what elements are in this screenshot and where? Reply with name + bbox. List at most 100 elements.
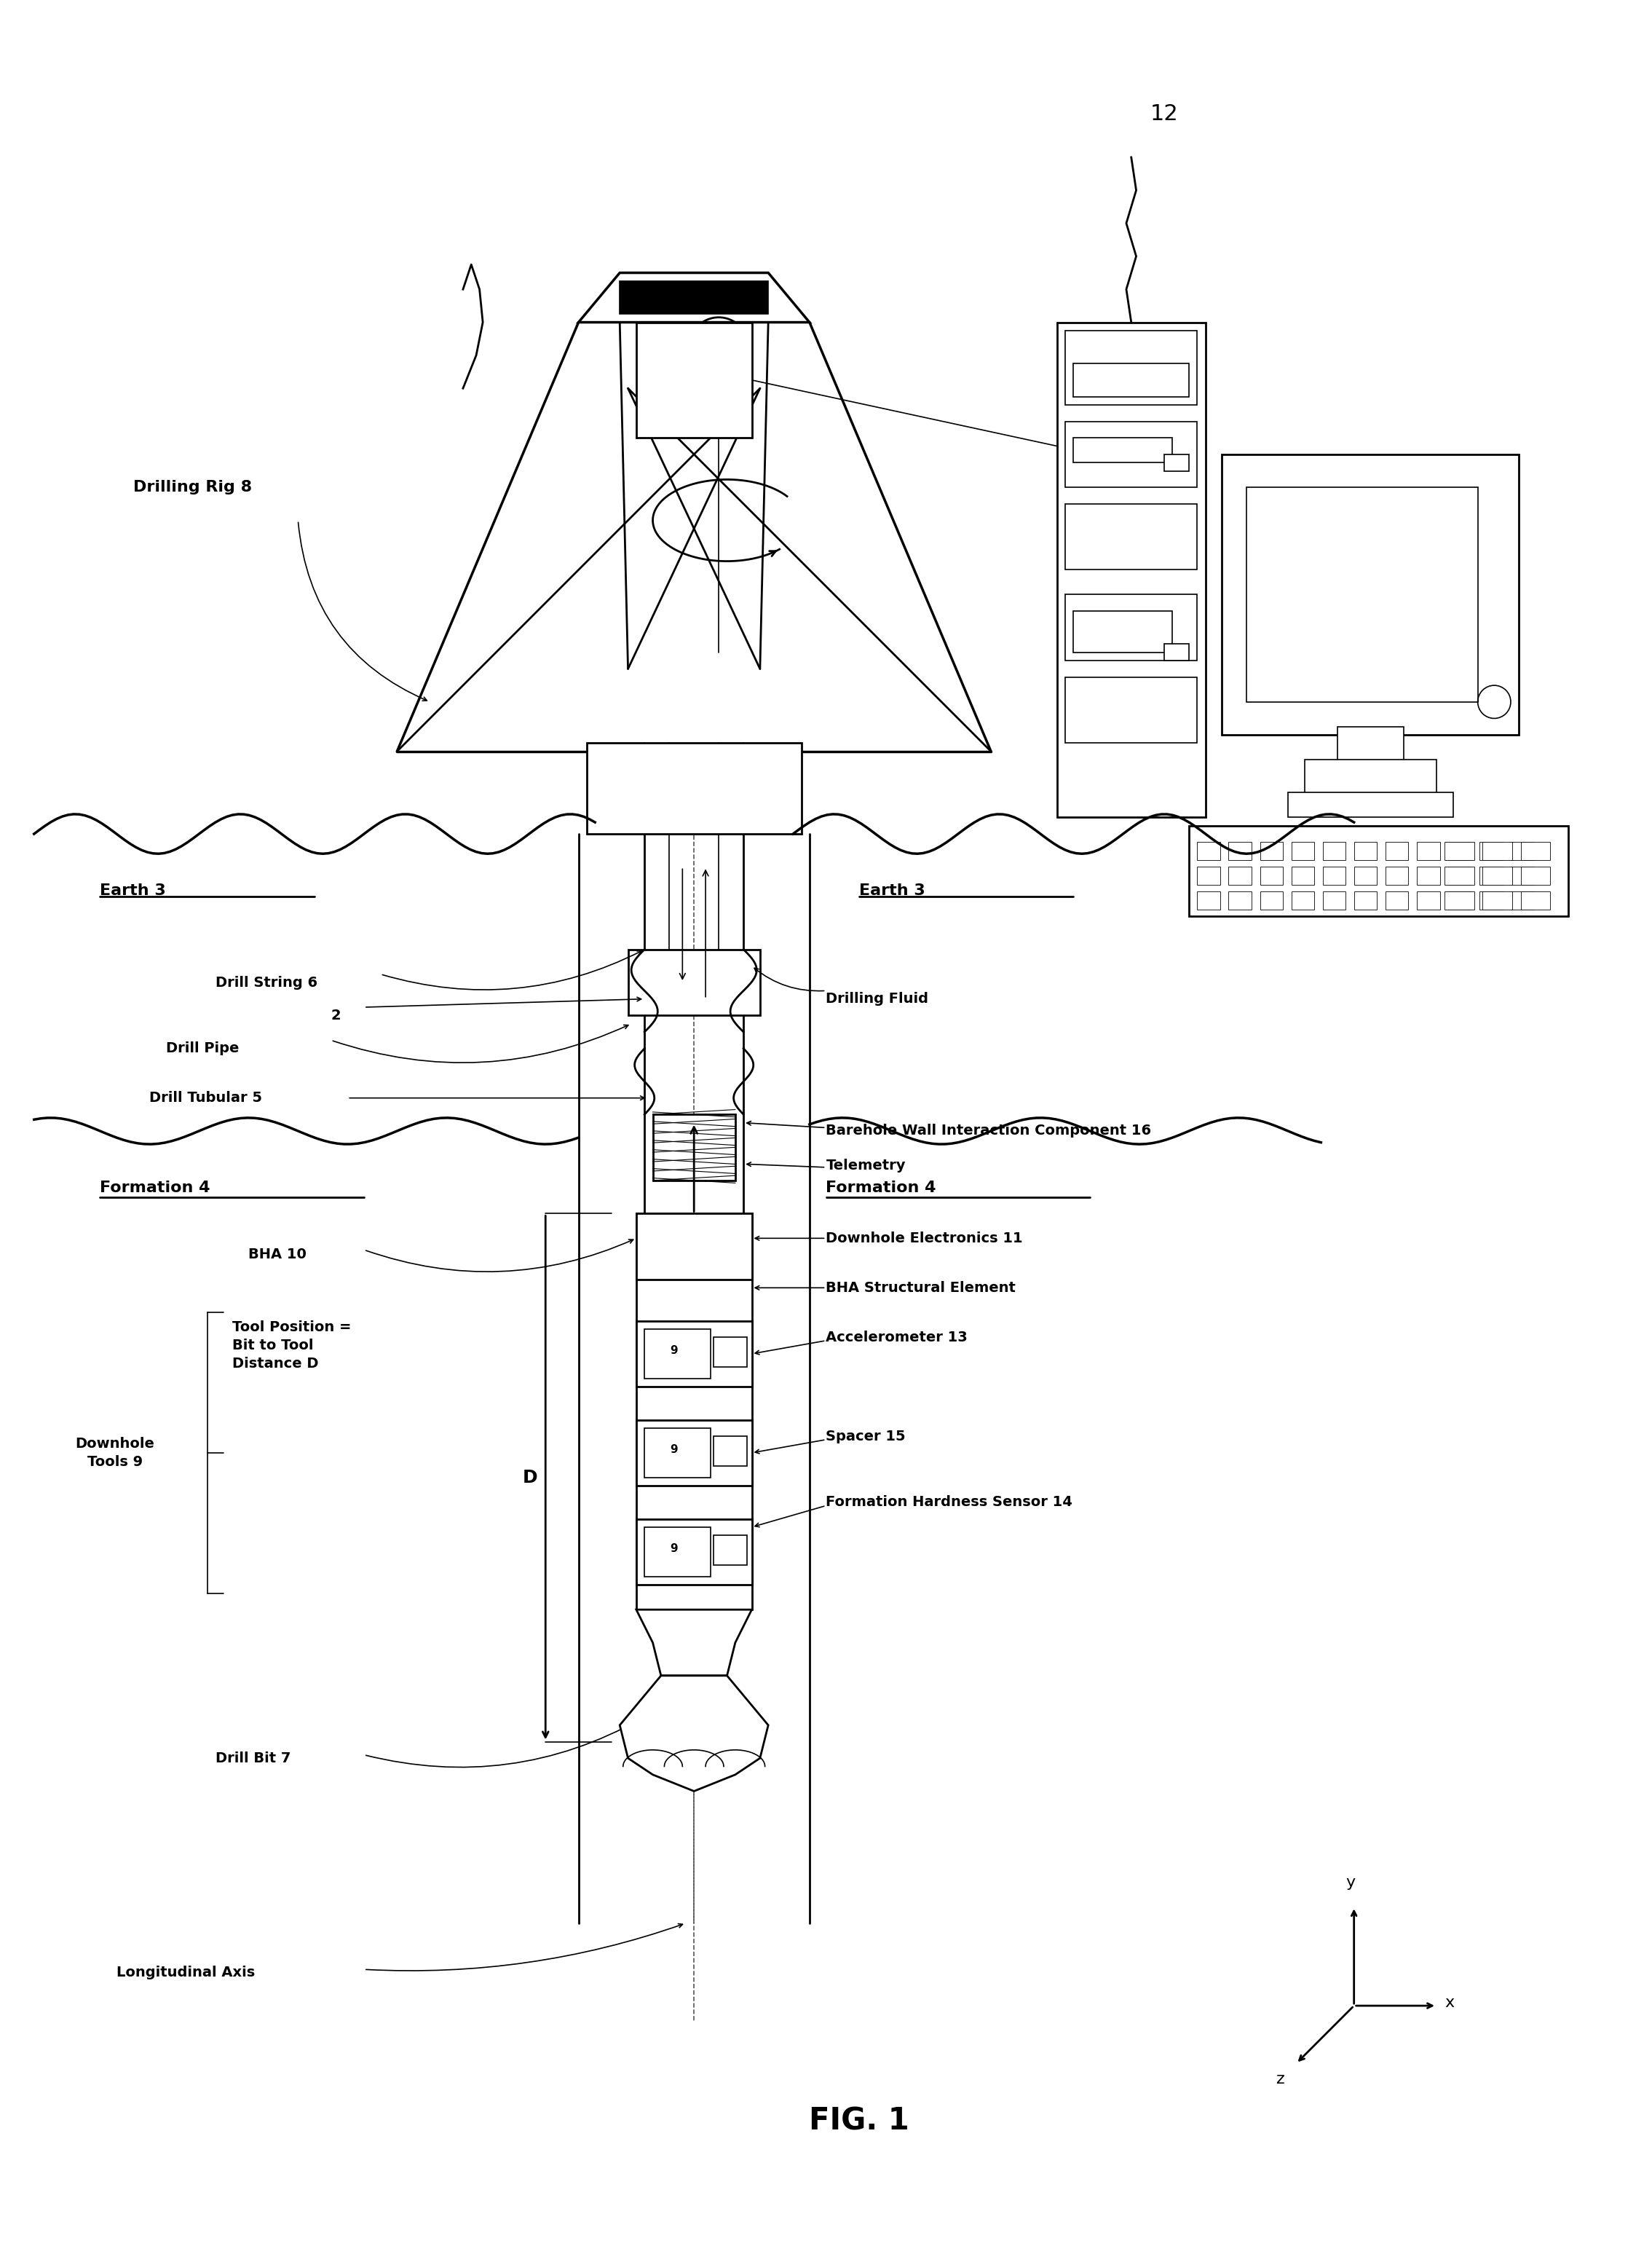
Bar	[1323, 891, 1346, 909]
Text: 9: 9	[671, 1443, 677, 1454]
Bar	[636, 1518, 752, 1586]
Text: Drilling Fluid: Drilling Fluid	[826, 993, 928, 1007]
Text: Drill String 6: Drill String 6	[215, 975, 317, 988]
Bar	[1292, 866, 1315, 884]
Text: Earth 3: Earth 3	[859, 884, 925, 898]
Bar	[1222, 455, 1518, 735]
Text: x: x	[1446, 1995, 1454, 2009]
Bar	[636, 1421, 752, 1486]
Bar	[1066, 504, 1198, 570]
Bar	[1480, 866, 1502, 884]
Bar	[1066, 330, 1198, 405]
Text: BHA 10: BHA 10	[248, 1249, 307, 1262]
Polygon shape	[636, 1611, 752, 1676]
Text: Longitudinal Axis: Longitudinal Axis	[117, 1966, 254, 1979]
Text: 12: 12	[1150, 104, 1178, 124]
Text: Drill Pipe: Drill Pipe	[165, 1041, 240, 1056]
Text: D: D	[522, 1468, 537, 1486]
Bar	[644, 1527, 710, 1577]
Bar	[636, 321, 752, 439]
Bar	[1260, 866, 1284, 884]
Bar	[636, 1212, 752, 1280]
Bar	[1446, 841, 1475, 860]
Bar	[636, 1321, 752, 1387]
Bar	[1066, 676, 1198, 744]
Bar	[1520, 866, 1550, 884]
Bar	[1074, 611, 1173, 651]
Bar	[1355, 891, 1378, 909]
Bar	[653, 1115, 735, 1181]
Bar	[1165, 455, 1189, 470]
Bar	[1480, 891, 1502, 909]
Text: Formation Hardness Sensor 14: Formation Hardness Sensor 14	[826, 1495, 1072, 1509]
Bar	[1260, 891, 1284, 909]
Polygon shape	[578, 274, 809, 321]
Text: Barehole Wall Interaction Component 16: Barehole Wall Interaction Component 16	[826, 1124, 1151, 1138]
Bar	[1446, 891, 1475, 909]
Bar	[644, 1330, 710, 1378]
Bar	[1292, 841, 1315, 860]
Bar	[1449, 891, 1472, 909]
Text: Earth 3: Earth 3	[101, 884, 167, 898]
Bar	[1074, 364, 1189, 396]
Bar	[1074, 439, 1173, 464]
Bar	[628, 950, 760, 1016]
Text: Drill Bit 7: Drill Bit 7	[215, 1751, 291, 1764]
Bar	[1417, 841, 1441, 860]
Bar	[1520, 891, 1550, 909]
Bar	[714, 1436, 747, 1466]
Bar	[1229, 866, 1252, 884]
Bar	[1520, 841, 1550, 860]
Text: Spacer 15: Spacer 15	[826, 1430, 905, 1443]
Bar	[1386, 866, 1409, 884]
Bar	[1189, 826, 1568, 916]
Bar	[586, 744, 801, 835]
Text: Drill Tubular 5: Drill Tubular 5	[150, 1090, 263, 1104]
Bar	[1483, 866, 1512, 884]
Text: 9: 9	[671, 1543, 677, 1554]
Bar	[1449, 866, 1472, 884]
Bar	[1483, 841, 1512, 860]
Bar	[1229, 891, 1252, 909]
Bar	[1510, 866, 1533, 884]
Bar	[1355, 841, 1378, 860]
Text: Tool Position =
Bit to Tool
Distance D: Tool Position = Bit to Tool Distance D	[231, 1321, 350, 1371]
Bar	[1355, 866, 1378, 884]
Bar	[1386, 841, 1409, 860]
Bar	[1229, 841, 1252, 860]
Bar	[1480, 841, 1502, 860]
Bar	[1260, 841, 1284, 860]
Text: 9: 9	[671, 1346, 677, 1355]
Bar	[1417, 866, 1441, 884]
Bar	[1247, 486, 1479, 701]
Bar	[1292, 891, 1315, 909]
Bar	[1066, 421, 1198, 486]
Bar	[1198, 866, 1221, 884]
Bar	[1483, 891, 1512, 909]
Bar	[1417, 891, 1441, 909]
Bar	[1198, 841, 1221, 860]
Bar	[1289, 792, 1454, 817]
Text: Formation 4: Formation 4	[101, 1181, 210, 1194]
Bar	[1057, 321, 1206, 817]
Bar	[1323, 841, 1346, 860]
Text: Downhole
Tools 9: Downhole Tools 9	[76, 1436, 155, 1468]
Polygon shape	[620, 1676, 768, 1792]
Text: FIG. 1: FIG. 1	[809, 2106, 909, 2138]
Bar	[1510, 891, 1533, 909]
Text: 2: 2	[330, 1009, 340, 1022]
Text: Formation 4: Formation 4	[826, 1181, 937, 1194]
Bar	[714, 1536, 747, 1565]
Bar	[1449, 841, 1472, 860]
Bar	[1165, 645, 1189, 661]
Bar	[620, 280, 768, 314]
Bar	[1198, 891, 1221, 909]
Bar	[636, 1212, 752, 1611]
Bar	[1066, 595, 1198, 661]
Text: z: z	[1275, 2072, 1285, 2086]
Bar	[1338, 726, 1404, 767]
Bar	[714, 1337, 747, 1366]
Bar	[1446, 866, 1475, 884]
Bar	[644, 1427, 710, 1477]
Text: BHA Structural Element: BHA Structural Element	[826, 1280, 1016, 1294]
